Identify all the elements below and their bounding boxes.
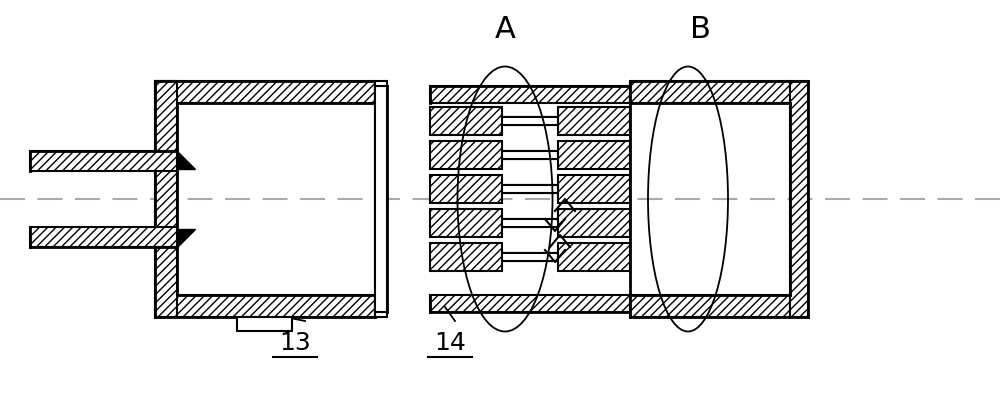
- Bar: [430, 175, 502, 203]
- Bar: [155, 81, 375, 103]
- Bar: [630, 103, 790, 295]
- Bar: [30, 227, 177, 247]
- Polygon shape: [177, 229, 195, 247]
- Bar: [430, 86, 630, 103]
- Bar: [558, 175, 630, 203]
- Bar: [430, 243, 502, 271]
- Bar: [177, 103, 375, 295]
- Bar: [630, 295, 790, 317]
- Bar: [237, 317, 292, 331]
- Bar: [430, 107, 502, 135]
- Bar: [430, 209, 502, 237]
- Bar: [30, 151, 177, 171]
- Bar: [558, 107, 630, 135]
- Bar: [155, 295, 375, 317]
- Text: 13: 13: [279, 331, 311, 355]
- Bar: [502, 151, 558, 159]
- Bar: [375, 86, 387, 312]
- Text: 14: 14: [434, 331, 466, 355]
- Bar: [430, 141, 502, 169]
- Bar: [375, 81, 387, 317]
- Bar: [558, 141, 630, 169]
- Text: A: A: [495, 16, 515, 45]
- Bar: [630, 81, 790, 103]
- Polygon shape: [177, 151, 195, 169]
- Bar: [155, 81, 177, 317]
- Bar: [558, 243, 630, 271]
- Bar: [502, 117, 558, 125]
- Bar: [790, 81, 808, 317]
- Bar: [502, 253, 558, 261]
- Bar: [430, 295, 630, 312]
- Bar: [558, 209, 630, 237]
- Bar: [502, 219, 558, 227]
- Bar: [502, 185, 558, 193]
- Text: B: B: [690, 16, 710, 45]
